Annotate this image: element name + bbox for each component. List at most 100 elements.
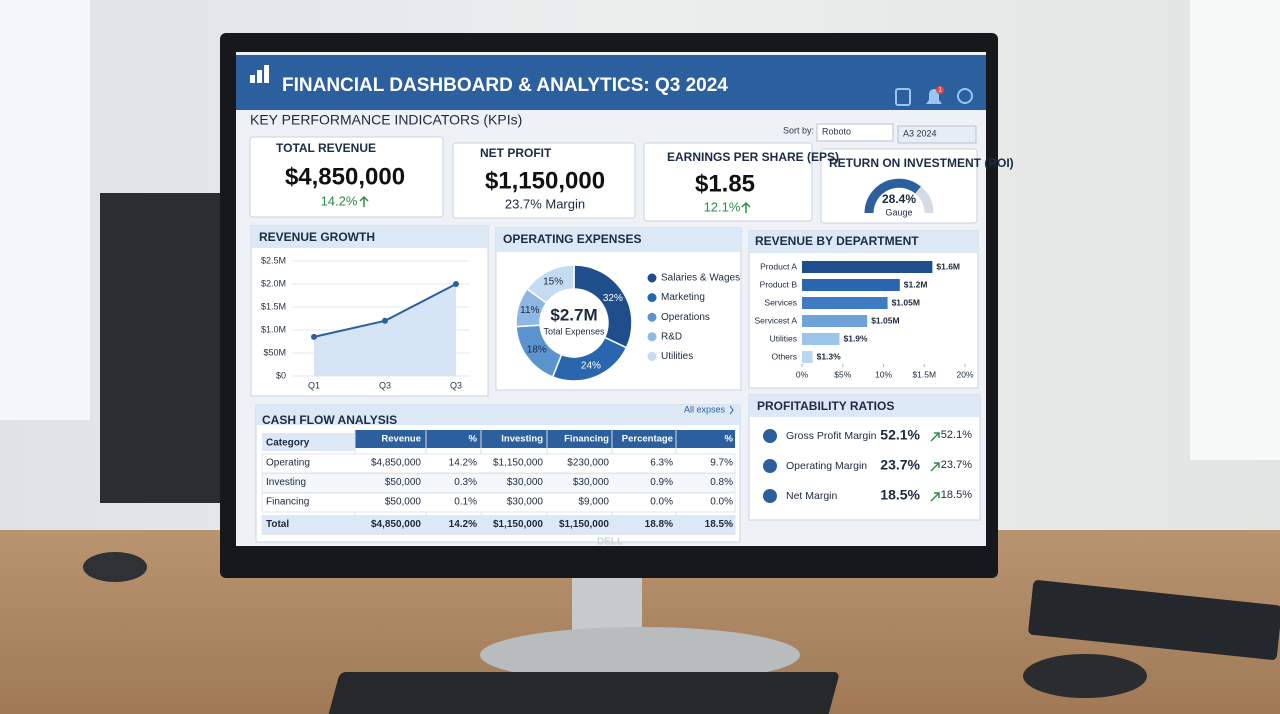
x-tick-label: 10% xyxy=(875,369,892,379)
font-select[interactable] xyxy=(816,123,894,142)
table-cell: $30,000 xyxy=(573,477,610,488)
table-header-label: % xyxy=(469,434,478,445)
kpi-title: EARNINGS PER SHARE (EPS) xyxy=(667,150,839,164)
x-tick-label: 0% xyxy=(796,369,809,379)
trend-arrow xyxy=(930,492,940,502)
point xyxy=(311,333,317,340)
trend-arrow xyxy=(930,462,940,472)
link-chevron[interactable] xyxy=(729,405,734,415)
table-cell: 0.9% xyxy=(650,477,673,488)
legend-label: Salaries & Wages xyxy=(661,273,740,284)
table-cell: $1,150,000 xyxy=(493,458,543,469)
bar xyxy=(802,279,900,291)
back-monitor xyxy=(100,193,225,503)
keyboard xyxy=(327,672,839,714)
slice-label: 24% xyxy=(581,360,601,371)
link[interactable]: All expses xyxy=(684,404,726,414)
table-cell: $1,150,000 xyxy=(559,519,609,530)
table-header-label: Revenue xyxy=(381,434,421,445)
table-header-label: % xyxy=(725,434,734,445)
window xyxy=(0,0,90,420)
table-header-label: Percentage xyxy=(622,434,673,445)
period-select[interactable] xyxy=(897,125,977,144)
ratio-icon xyxy=(763,459,777,473)
table-cell: $230,000 xyxy=(567,458,609,469)
x-tick-label: Q1 xyxy=(308,380,320,390)
kpi-value: $4,850,000 xyxy=(285,163,405,190)
legend-label: Utilities xyxy=(661,351,693,362)
legend-swatch xyxy=(647,351,657,361)
page-title: FINANCIAL DASHBOARD & ANALYTICS: Q3 2024 xyxy=(282,75,728,96)
slice-label: 32% xyxy=(603,293,623,304)
panel-header xyxy=(251,226,488,248)
legend-label: Operations xyxy=(661,312,710,323)
table-cell: 9.7% xyxy=(710,458,733,469)
table-cell: $30,000 xyxy=(507,497,544,508)
x-tick-label: $5% xyxy=(834,369,851,379)
table-cell: $4,850,000 xyxy=(371,519,421,530)
header-logo xyxy=(250,65,269,83)
legend-swatch xyxy=(647,293,657,303)
legend-label: Marketing xyxy=(661,292,705,303)
legend-swatch xyxy=(647,273,657,283)
table-total-row xyxy=(261,515,736,535)
table-cell: Operating xyxy=(266,458,310,469)
table-cell: 18.8% xyxy=(645,519,673,530)
bar-label: $1.05M xyxy=(871,315,899,325)
bar xyxy=(802,261,933,273)
panel-title: PROFITABILITY RATIOS xyxy=(757,399,894,413)
kpi-card xyxy=(249,136,444,218)
font-select-value[interactable]: Roboto xyxy=(822,126,851,136)
slice-label: 11% xyxy=(520,305,539,316)
x-tick-label: 20% xyxy=(956,369,973,379)
kpi-value: 28.4% xyxy=(882,192,916,206)
gauge-fill xyxy=(864,178,921,214)
category-label: Utilities xyxy=(770,333,797,343)
icon-report[interactable] xyxy=(895,88,911,106)
y-tick-label: $50M xyxy=(263,347,286,357)
table-cell: 14.2% xyxy=(449,458,477,469)
table-header-label: Investing xyxy=(501,434,543,445)
table-cell: $9,000 xyxy=(578,497,609,508)
panel-title: CASH FLOW ANALYSIS xyxy=(262,413,397,427)
legend-label: R&D xyxy=(661,331,682,342)
table-cell: 0.0% xyxy=(650,497,673,508)
notebook xyxy=(1028,580,1280,660)
table-cell: 14.2% xyxy=(449,519,477,530)
ratio-value: 23.7% xyxy=(880,457,920,473)
panel-header xyxy=(749,231,978,253)
up-arrow xyxy=(359,195,369,207)
table-cell: Total xyxy=(266,519,289,530)
table-cell: $30,000 xyxy=(507,477,544,488)
table-cell: 0.3% xyxy=(454,477,477,488)
y-tick-label: $0 xyxy=(276,370,286,380)
table-cell: 0.0% xyxy=(710,497,733,508)
table-cell: 0.1% xyxy=(454,497,477,508)
trend-arrow xyxy=(930,432,940,442)
ratio-label: Net Margin xyxy=(786,490,838,502)
donut-center: $2.7M xyxy=(550,305,597,324)
panel-title: REVENUE BY DEPARTMENT xyxy=(755,234,919,248)
ratio-trend: 52.1% xyxy=(941,429,972,441)
brand: DELL xyxy=(597,537,623,548)
icon-user[interactable] xyxy=(957,88,973,104)
period-select-value[interactable]: A3 2024 xyxy=(903,128,937,138)
header-bar xyxy=(236,55,986,110)
category-label: Product A xyxy=(760,261,797,271)
y-tick-label: $1.5M xyxy=(261,301,286,311)
category-label: Services xyxy=(764,297,797,307)
kpi-change: 14.2% xyxy=(321,193,358,208)
mouse xyxy=(1023,654,1147,698)
area xyxy=(314,284,456,376)
panel-title: OPERATING EXPENSES xyxy=(503,232,641,246)
sort-label: Sort by: xyxy=(783,125,814,135)
table-header-label: Category xyxy=(266,438,310,449)
table-header-cell xyxy=(262,433,355,451)
table-cell: 18.5% xyxy=(705,519,733,530)
ratio-icon xyxy=(763,429,777,443)
point xyxy=(453,281,459,287)
kpi-title: TOTAL REVENUE xyxy=(276,141,376,155)
y-tick-label: $1.0M xyxy=(261,324,286,334)
bar xyxy=(802,351,813,363)
